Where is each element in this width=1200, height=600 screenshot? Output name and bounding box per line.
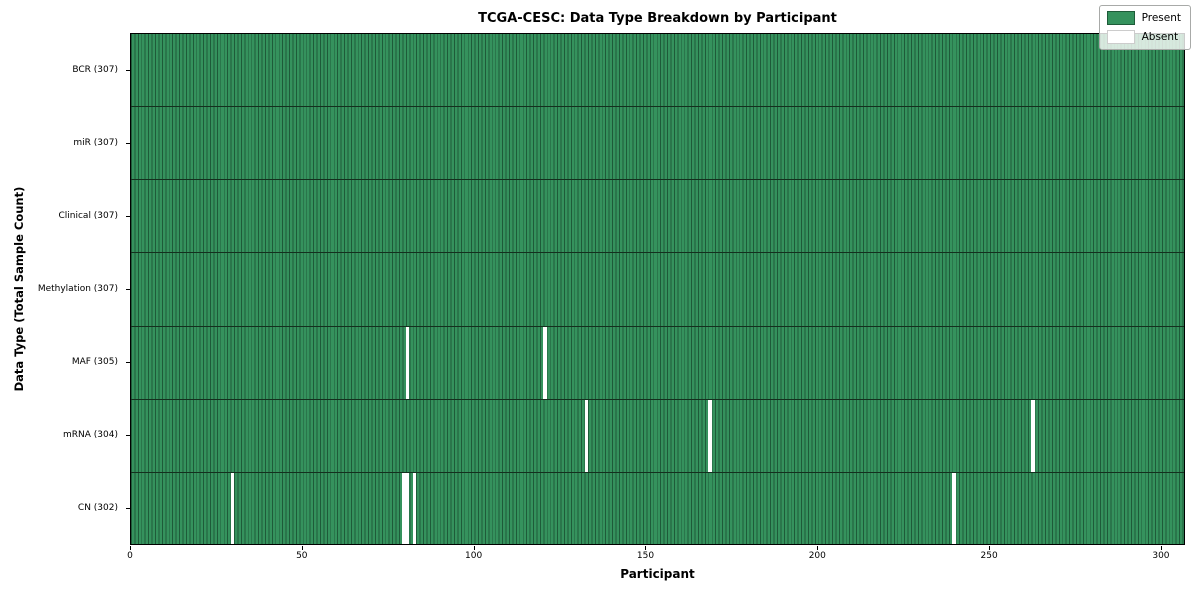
heatmap-row xyxy=(131,472,1184,544)
absent-stripe xyxy=(543,326,547,399)
y-tick-label: MAF (305) xyxy=(71,357,118,368)
heatmap-row xyxy=(131,326,1184,400)
x-tick-mark xyxy=(1160,546,1162,550)
y-tick-label: Clinical (307) xyxy=(58,210,118,221)
y-tick-label: CN (302) xyxy=(77,503,118,514)
x-tick-label: 250 xyxy=(980,551,998,561)
x-tick-mark xyxy=(645,546,647,550)
heatmap-row xyxy=(131,34,1184,108)
legend: Present Absent xyxy=(1098,5,1191,50)
legend-item-absent: Absent xyxy=(1106,30,1181,44)
heatmap-row xyxy=(131,180,1184,254)
absent-swatch-icon xyxy=(1106,30,1135,44)
x-tick-label: 50 xyxy=(296,551,308,561)
y-tick-mark xyxy=(126,142,130,144)
y-tick-mark xyxy=(126,289,130,290)
chart-title: TCGA-CESC: Data Type Breakdown by Partic… xyxy=(478,11,837,26)
absent-stripe xyxy=(584,399,589,472)
absent-stripe xyxy=(412,472,417,544)
x-tick-label: 200 xyxy=(808,551,826,561)
absent-stripe xyxy=(405,472,410,544)
absent-stripe xyxy=(405,326,410,399)
y-tick-label: mRNA (304) xyxy=(63,430,118,441)
x-axis-label: Participant xyxy=(620,567,695,581)
x-tick-mark xyxy=(473,546,475,550)
x-tick-label: 300 xyxy=(1152,551,1170,561)
x-tick-label: 150 xyxy=(636,551,655,561)
x-tick-mark xyxy=(301,546,303,550)
x-tick-label: 0 xyxy=(127,551,133,561)
y-tick-label: BCR (307) xyxy=(72,64,118,75)
heatmap-row xyxy=(131,253,1184,327)
legend-label-absent: Absent xyxy=(1141,31,1179,43)
y-tick-label: Methylation (307) xyxy=(37,284,118,294)
y-tick-mark xyxy=(126,362,130,364)
absent-stripe xyxy=(952,472,956,544)
y-tick-mark xyxy=(126,435,130,437)
heatmap-row xyxy=(131,399,1184,473)
heatmap-row xyxy=(131,107,1184,181)
y-axis-label: Data Type (Total Sample Count) xyxy=(12,186,26,392)
absent-stripe xyxy=(1031,399,1035,472)
legend-label-present: Present xyxy=(1141,12,1181,24)
absent-stripe xyxy=(708,399,712,472)
legend-item-present: Present xyxy=(1106,11,1181,25)
y-tick-mark xyxy=(126,215,130,217)
y-tick-mark xyxy=(126,508,130,510)
y-tick-label: miR (307) xyxy=(73,137,118,148)
x-tick-label: 100 xyxy=(465,551,483,561)
absent-stripe xyxy=(402,472,406,544)
x-tick-mark xyxy=(989,546,991,550)
x-tick-mark xyxy=(817,546,819,550)
heatmap-plot-area xyxy=(130,33,1185,545)
absent-stripe xyxy=(230,472,235,544)
x-tick-mark xyxy=(130,546,131,550)
present-swatch-icon xyxy=(1106,11,1135,25)
y-tick-mark xyxy=(126,69,130,71)
